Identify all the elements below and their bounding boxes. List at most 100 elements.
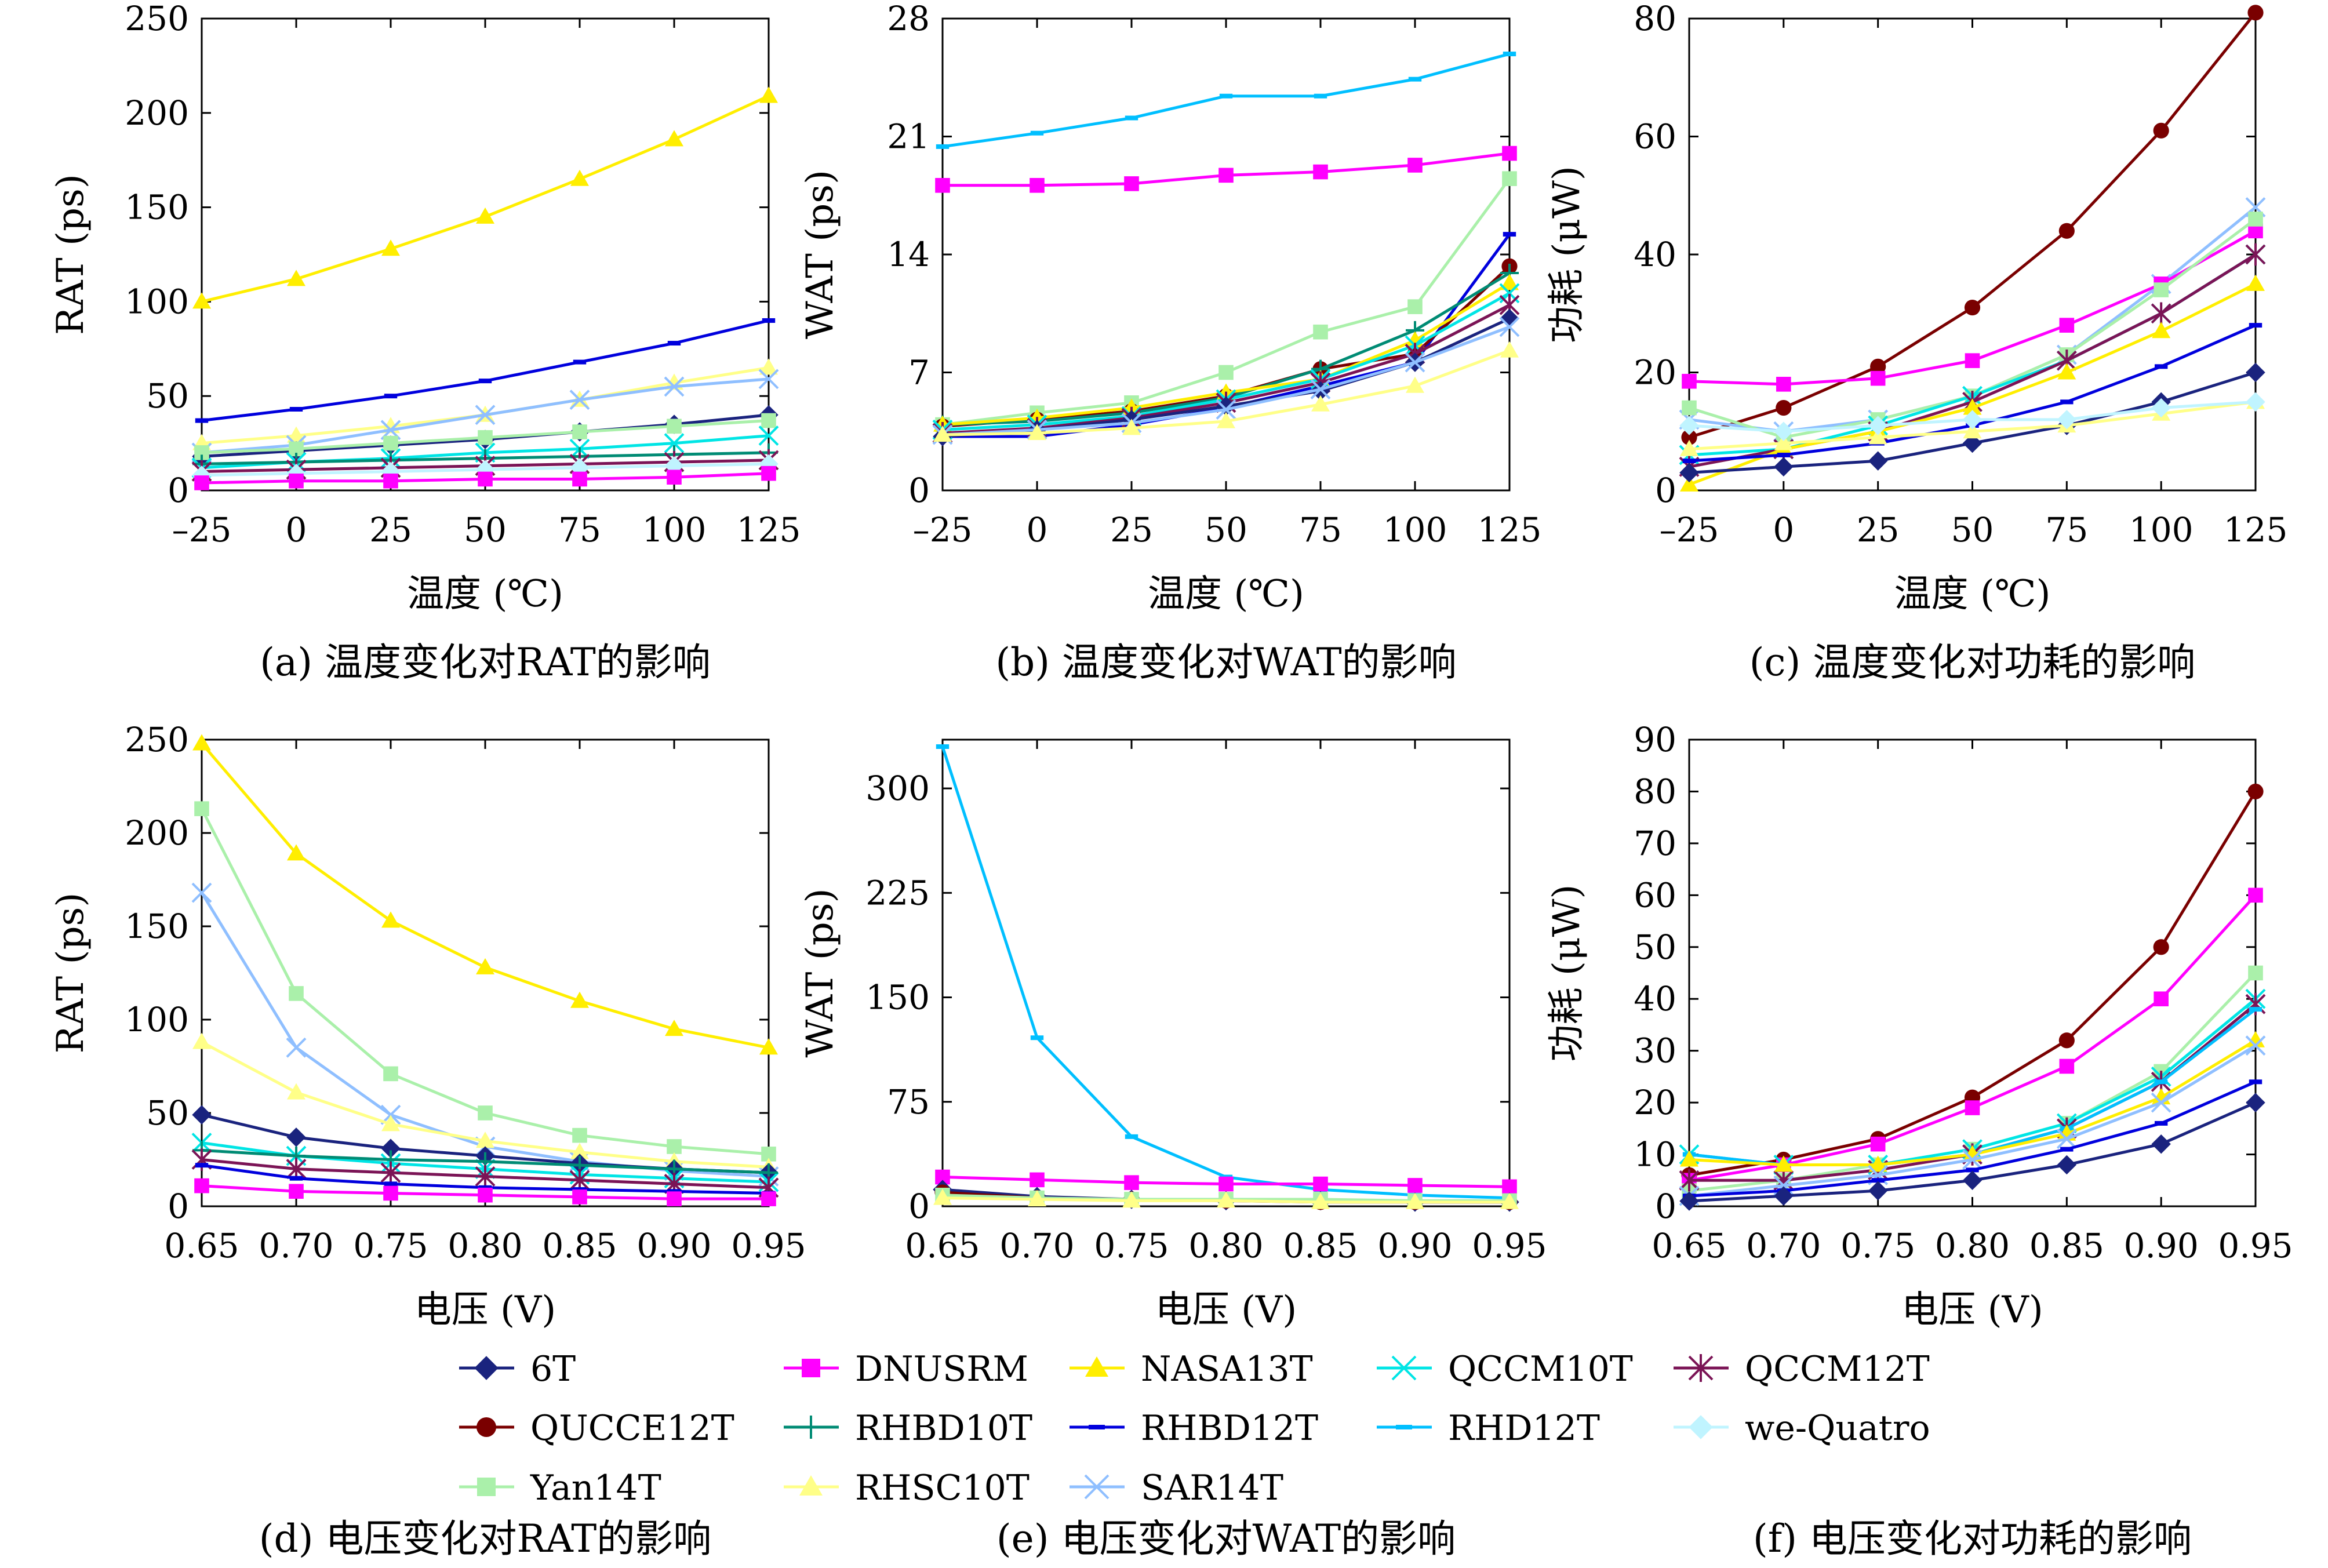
x-tick-label: 0.80 [448, 1226, 522, 1265]
data-point [2151, 1134, 2171, 1154]
data-point [1502, 171, 1517, 186]
y-tick-label: 100 [125, 1000, 189, 1039]
data-point [761, 1191, 776, 1206]
data-point [191, 882, 212, 903]
data-point [935, 178, 950, 193]
x-tick-label: –25 [172, 510, 232, 550]
x-tick-label: 0.90 [1377, 1226, 1452, 1265]
legend-label: RHSC10T [855, 1468, 1030, 1508]
data-point [667, 470, 682, 485]
data-point [1682, 459, 1696, 464]
data-point [1774, 457, 1794, 477]
data-point [289, 1176, 303, 1181]
data-point [1030, 130, 1044, 136]
y-tick-label: 250 [125, 0, 189, 38]
data-point [2153, 939, 2169, 955]
legend-entry-6T: 6T [459, 1349, 576, 1389]
data-point [2058, 1032, 2075, 1049]
x-tick-label: 0.85 [1283, 1226, 1358, 1265]
data-point [383, 435, 398, 451]
y-axis-label: RAT (ps) [49, 174, 92, 335]
data-point [2154, 364, 2168, 369]
chart-caption: (f) 电压变化对功耗的影响 [1753, 1516, 2192, 1561]
legend-entry-RHBD12T: RHBD12T [1070, 1408, 1318, 1449]
data-point [475, 1165, 496, 1188]
data-point [1868, 428, 1887, 445]
y-tick-label: 20 [1634, 1083, 1676, 1122]
data-point [759, 358, 778, 375]
data-point [572, 471, 587, 487]
x-tick-label: 75 [2045, 510, 2088, 550]
data-point [1499, 316, 1520, 337]
data-point [1217, 1191, 1235, 1208]
data-point [1870, 358, 1886, 374]
data-point [761, 413, 776, 428]
data-point [1777, 452, 1791, 457]
data-point [383, 1066, 398, 1082]
data-point [1407, 158, 1423, 173]
data-point [192, 1032, 211, 1049]
x-tick-label: 25 [369, 510, 412, 550]
x-tick-label: 125 [2224, 510, 2288, 550]
data-point [573, 359, 587, 365]
data-point [1868, 451, 1888, 471]
data-point [1962, 433, 1983, 453]
data-point [1122, 419, 1141, 435]
series-we-Quatro [1679, 392, 2265, 441]
data-point [1776, 399, 1792, 416]
y-tick-label: 70 [1634, 824, 1676, 863]
data-point [572, 424, 587, 439]
series-NASA13T [192, 86, 778, 309]
series-RHBD12T [195, 318, 776, 423]
data-point [664, 433, 685, 454]
legend-label: NASA13T [1141, 1349, 1313, 1389]
y-axis-label: 功耗 (μW) [1545, 885, 1588, 1062]
data-point [759, 1038, 778, 1055]
data-point [2059, 318, 2075, 333]
chart-panel-f: 0 10 20 30 40 50 60 70 80 90 0.65 0.70 0.75 0.80 0.85 0… [1545, 720, 2293, 1561]
legend-entry-QCCM10T: QCCM10T [1377, 1349, 1633, 1389]
data-point [1500, 1192, 1519, 1209]
data-point [192, 292, 211, 309]
y-tick-label: 0 [908, 471, 930, 510]
data-point [194, 1178, 209, 1194]
data-point [475, 405, 496, 425]
y-tick-label: 0 [908, 1187, 930, 1226]
chart-caption: (b) 温度变化对WAT的影响 [995, 640, 1456, 685]
data-point [381, 911, 400, 928]
data-point [1503, 52, 1516, 57]
plot-frame [941, 738, 1511, 1207]
legend-swatch-marker [1689, 1415, 1713, 1439]
legend-label: Yan14T [530, 1468, 661, 1508]
data-point [1963, 422, 1982, 439]
chart-caption: (c) 温度变化对功耗的影响 [1749, 640, 2195, 685]
data-point [384, 1181, 398, 1187]
data-point [1219, 93, 1233, 99]
data-point [478, 471, 493, 487]
legend-entry-QCCM12T: QCCM12T [1674, 1349, 1930, 1389]
data-point [667, 1189, 681, 1194]
y-tick-label: 80 [1634, 772, 1676, 811]
y-axis-label: WAT (ps) [799, 888, 842, 1057]
data-point [1216, 399, 1236, 420]
y-tick-label: 150 [865, 978, 930, 1017]
x-tick-label: 100 [1383, 510, 1447, 550]
x-tick-label: 75 [1299, 510, 1342, 550]
data-point [572, 1189, 587, 1205]
x-tick-label: 0.90 [636, 1226, 711, 1265]
data-point [667, 419, 682, 434]
legend-label: SAR14T [1141, 1468, 1283, 1508]
data-point [665, 130, 683, 147]
data-point [1680, 475, 1698, 492]
legend-label: RHD12T [1448, 1408, 1600, 1449]
series-DNUSRM [935, 145, 1517, 193]
y-tick-label: 60 [1634, 117, 1676, 157]
data-point [2247, 783, 2264, 800]
x-tick-label: 100 [642, 510, 707, 550]
legend-label: we-Quatro [1745, 1408, 1930, 1449]
x-tick-label: 0 [286, 510, 307, 550]
x-tick-label: 125 [1478, 510, 1542, 550]
legend-swatch-marker [799, 1416, 823, 1439]
data-point [383, 1185, 398, 1201]
